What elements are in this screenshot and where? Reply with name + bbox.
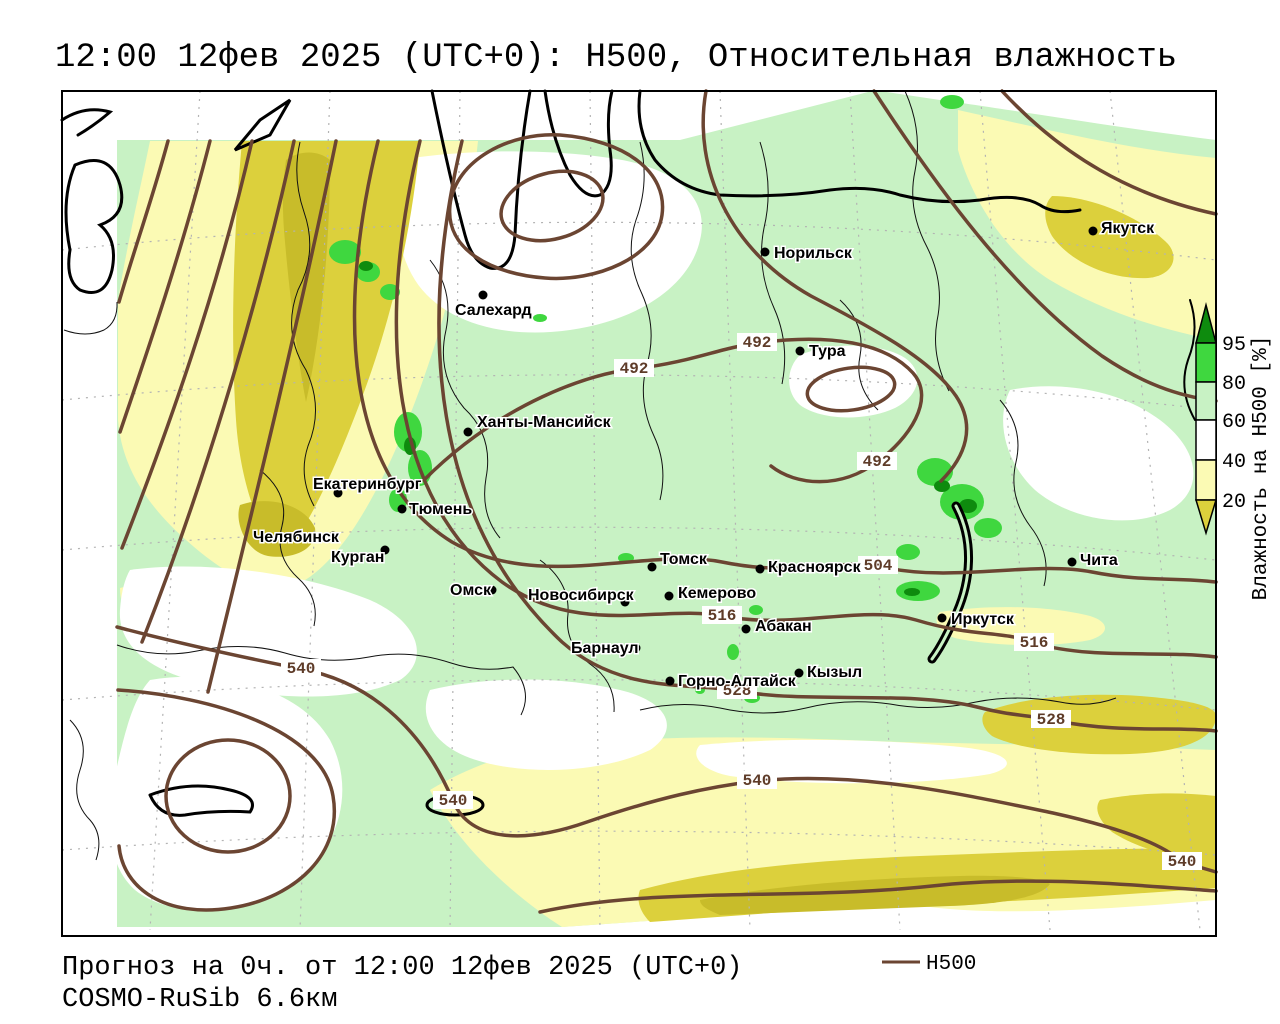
contour-label-540: 540: [1168, 853, 1197, 871]
city-label: Омск: [450, 582, 492, 599]
contour-label-528: 528: [723, 682, 752, 700]
colorbar-tick-95: 95: [1222, 334, 1246, 357]
contour-label-492: 492: [743, 334, 772, 352]
city-dot: [478, 290, 488, 300]
contour-label-504: 504: [864, 557, 893, 575]
contour-label-box: [433, 791, 473, 809]
city-label: Иркутск: [951, 611, 1015, 628]
contour-label-box: [717, 681, 757, 699]
city-label: Горно-Алтайск: [678, 673, 797, 690]
city-dot: [795, 346, 805, 356]
contour-label-box: [1162, 852, 1202, 870]
city-label: Ханты-Мансийск: [477, 414, 612, 431]
city-label: Тюмень: [409, 501, 472, 518]
contour-label-540: 540: [439, 792, 468, 810]
contour-label-540: 540: [743, 772, 772, 790]
colorbar-seg-60-80: [1195, 381, 1217, 421]
contour-label-540: 540: [287, 660, 316, 678]
city-dot: [333, 488, 343, 498]
admin-borders: [63, 90, 1117, 861]
city-dot: [664, 591, 674, 601]
contour-label-box: [281, 659, 321, 677]
map-area: 492 492 492 504 516 516 528 528 540 540 540 540 Нор…: [60, 89, 1218, 931]
city-label: Челябинск: [253, 529, 340, 546]
colorbar-tick-80: 80: [1222, 373, 1246, 396]
contour-labels: 492 492 492 504 516 516 528 528 540 540 540 540: [281, 333, 1202, 871]
contour-label-box: [1031, 710, 1071, 728]
colorbar-seg-40-60: [1195, 419, 1217, 461]
contour-label-box: [737, 771, 777, 789]
colorbar: 95 80 60 40 20 Влажность на H500 [%]: [1194, 302, 1273, 601]
contour-label-box: [737, 333, 777, 351]
footer-forecast-line: Прогноз на 0ч. от 12:00 12фев 2025 (UTC+…: [62, 953, 743, 983]
coastlines: [60, 89, 1196, 817]
colorbar-seg-80-95: [1195, 342, 1217, 383]
city-dot: [755, 564, 765, 574]
colorbar-tick-60: 60: [1222, 411, 1246, 434]
contour-label-492: 492: [620, 360, 649, 378]
city-label: Абакан: [755, 618, 812, 635]
graticule: [61, 90, 1217, 931]
contour-label-492: 492: [863, 453, 892, 471]
contour-label-box: [857, 452, 897, 470]
city-dot: [631, 643, 641, 653]
city-dot: [794, 668, 804, 678]
city-label: Норильск: [774, 245, 853, 262]
city-dot: [647, 562, 657, 572]
city-dot: [380, 545, 390, 555]
city-dot: [1067, 557, 1077, 567]
city-label: Якутск: [1101, 220, 1155, 237]
city-label: Кызыл: [807, 664, 862, 681]
contour-label-box: [858, 556, 898, 574]
city-dot: [620, 597, 630, 607]
city-label: Тура: [809, 343, 846, 360]
city-dot: [397, 504, 407, 514]
city-label: Салехард: [455, 302, 532, 319]
colorbar-tick-20: 20: [1222, 491, 1246, 514]
contour-label-box: [614, 359, 654, 377]
lake-baikal-inner: [930, 504, 971, 661]
contour-label-box: [702, 606, 742, 624]
city-label: Курган: [331, 549, 384, 566]
city-label: Томск: [660, 551, 708, 568]
colorbar-seg-bottom: [1194, 499, 1218, 536]
city-label: Кемерово: [678, 585, 756, 602]
contour-label-516: 516: [708, 607, 737, 625]
city-dot: [741, 624, 751, 634]
city-label: Красноярск: [768, 559, 862, 576]
colorbar-seg-20-40: [1195, 459, 1217, 501]
city-dot: [328, 531, 338, 541]
city-label: Чита: [1080, 552, 1118, 569]
city-dot: [760, 247, 770, 257]
map-frame: [61, 90, 1217, 937]
colorbar-tick-40: 40: [1222, 451, 1246, 474]
city-dot: [487, 585, 497, 595]
city-label: Екатеринбург: [313, 476, 422, 493]
city-dot: [665, 676, 675, 686]
footer-model-line: COSMO-RuSib 6.6км: [62, 985, 337, 1015]
page-title: 12:00 12фев 2025 (UTC+0): H500, Относите…: [55, 39, 1177, 77]
contour-label-528: 528: [1037, 711, 1066, 729]
colorbar-axis-label: Влажность на H500 [%]: [1250, 336, 1273, 601]
cities: Норильск Салехард Тура Ханты-Мансийск Екатер…: [252, 219, 1157, 692]
city-label: Барнаул: [571, 640, 639, 657]
city-dot: [937, 613, 947, 623]
contour-label-box: [1014, 633, 1054, 651]
city-label: Новосибирск: [528, 587, 635, 604]
contour-label-516: 516: [1020, 634, 1049, 652]
city-dot: [463, 427, 473, 437]
legend-h500-label: H500: [926, 953, 976, 976]
city-dot: [1088, 226, 1098, 236]
